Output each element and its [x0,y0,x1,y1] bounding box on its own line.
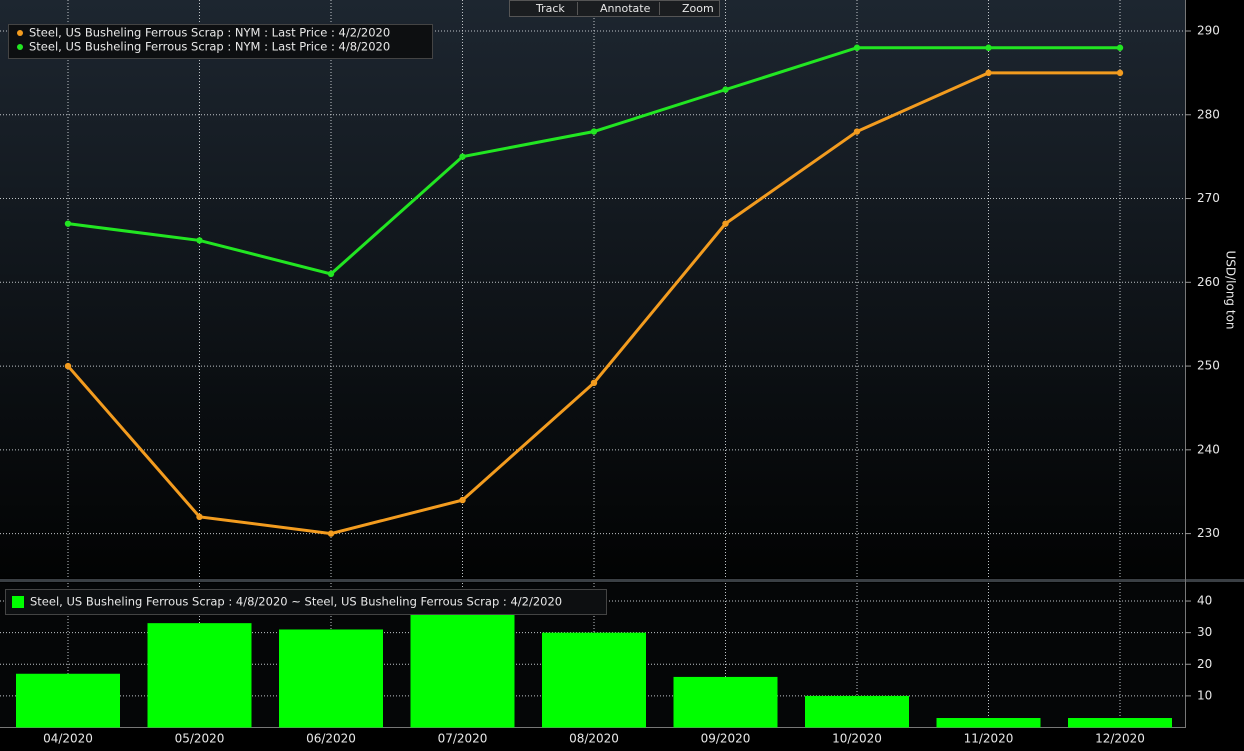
point [196,513,203,521]
legend-box [8,24,433,59]
bar [410,597,515,728]
point [985,44,992,51]
grid [0,0,1185,728]
bar [147,623,252,728]
point [459,496,466,504]
bar [805,695,909,728]
toolbar-box [509,0,720,17]
point [722,86,729,93]
x-tick-label: 06/2020 [306,732,356,746]
point [590,379,598,387]
point [327,270,335,278]
toolbar-button[interactable]: Annotate [600,2,651,15]
x-tick-label: 09/2020 [701,732,751,746]
x-tick-label: 11/2020 [964,732,1014,746]
toolbar-button[interactable]: Zoom [682,2,714,15]
point [590,128,598,135]
y-tick-label: 10 [1197,688,1212,702]
point [722,220,729,227]
x-tick-label: 05/2020 [175,732,225,746]
point [1116,69,1124,77]
y-tick-label: 290 [1197,23,1220,37]
legend-swatch [12,596,24,608]
legend-box [5,589,607,615]
y-tick-label: 280 [1197,107,1220,121]
x-tick-label: 10/2020 [832,732,882,746]
y-tick-label: 270 [1197,191,1220,205]
y-tick-label: 30 [1197,625,1212,639]
plot-background [0,0,1185,578]
marks [16,44,1172,728]
y-tick-label: 20 [1197,657,1212,671]
y-tick-label: 40 [1197,594,1212,608]
bar [279,629,383,728]
y-axis-label: USD/long ton [1224,250,1238,329]
point [64,362,72,370]
bar [673,676,778,728]
point [985,69,992,77]
y-tick-label: 230 [1197,526,1220,540]
y-tick-label: 260 [1197,275,1220,289]
point [853,128,861,135]
bar [542,632,646,728]
toolbar-button[interactable]: Track [535,2,565,15]
point [459,153,466,160]
legend-label: Steel, US Busheling Ferrous Scrap : NYM … [29,40,390,54]
bar [16,673,120,728]
point [1116,44,1124,51]
toolbar: Track Annotate Zoom [509,0,720,17]
legend-label: Steel, US Busheling Ferrous Scrap : NYM … [29,26,390,40]
point [196,237,203,244]
point [853,44,861,51]
legend-swatch [17,30,23,36]
legend-swatch [17,44,23,50]
x-tick-label: 12/2020 [1095,732,1145,746]
bar [936,718,1041,728]
bar [1068,718,1172,728]
x-tick-label: 04/2020 [43,732,93,746]
point [327,530,335,537]
y-tick-label: 250 [1197,359,1220,373]
x-tick-label: 08/2020 [569,732,619,746]
point [64,220,72,227]
y-tick-label: 240 [1197,442,1220,456]
x-tick-label: 07/2020 [438,732,488,746]
legend-label: Steel, US Busheling Ferrous Scrap : 4/8/… [30,595,562,609]
